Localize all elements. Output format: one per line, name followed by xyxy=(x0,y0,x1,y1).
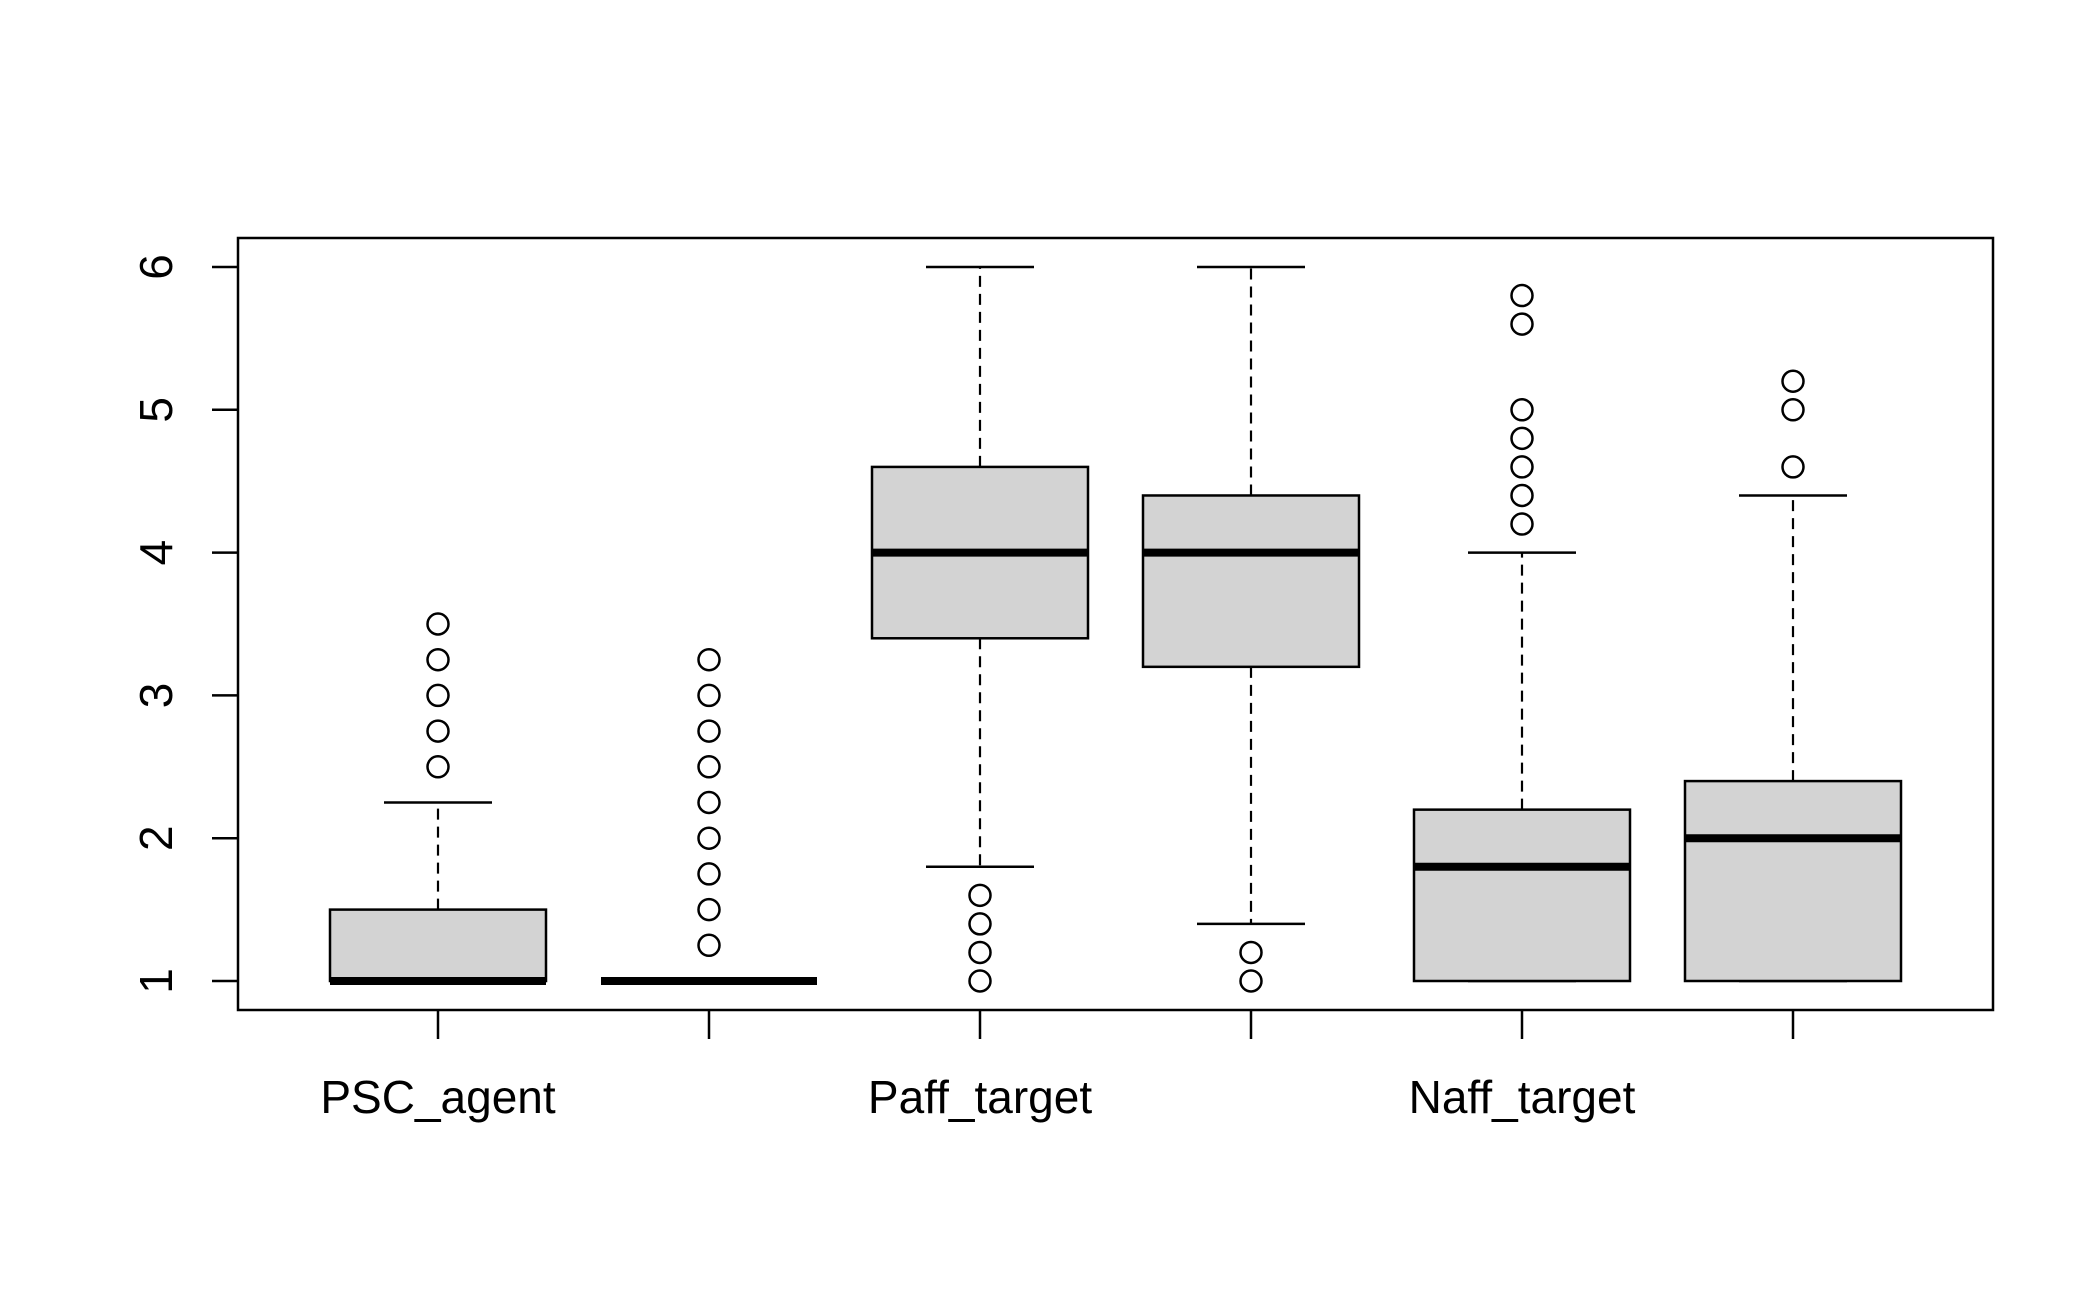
box-body xyxy=(328,908,548,983)
outlier-point xyxy=(697,790,721,815)
outlier-point xyxy=(426,647,450,672)
outlier-point xyxy=(1239,969,1263,993)
outlier-point xyxy=(697,647,721,672)
outlier-point xyxy=(1510,426,1534,451)
y-tick-label: 6 xyxy=(130,254,182,280)
outlier-point xyxy=(968,969,992,993)
box-body xyxy=(1683,779,1903,983)
outlier-point xyxy=(1510,455,1534,479)
outlier-point xyxy=(426,719,450,743)
box-group xyxy=(1412,283,1632,983)
outlier-point xyxy=(1781,369,1805,393)
y-tick-label: 1 xyxy=(130,968,182,994)
outlier-point xyxy=(1781,455,1805,479)
box-group xyxy=(328,612,548,985)
box-group xyxy=(601,647,817,985)
outlier-point xyxy=(426,612,450,636)
outlier-point xyxy=(426,755,450,779)
outlier-point xyxy=(697,862,721,886)
outlier-point xyxy=(1510,398,1534,422)
x-tick-label: PSC_agent xyxy=(320,1071,555,1123)
outlier-point xyxy=(968,912,992,936)
y-tick-label: 2 xyxy=(130,825,182,851)
x-axis: PSC_agent Paff_target Naff_target xyxy=(320,1010,1795,1123)
box-body xyxy=(1412,808,1632,983)
outlier-point xyxy=(697,683,721,708)
box-group xyxy=(870,265,1090,993)
outlier-point xyxy=(1510,312,1534,336)
outlier-point xyxy=(1781,398,1805,422)
outlier-point xyxy=(697,755,721,779)
outlier-point xyxy=(968,883,992,908)
x-tick-label: Naff_target xyxy=(1409,1071,1636,1123)
outlier-point xyxy=(968,940,992,965)
y-axis: 1 2 3 4 5 6 xyxy=(130,254,238,994)
outlier-point xyxy=(1510,483,1534,508)
box-group xyxy=(1141,265,1361,993)
outlier-point xyxy=(1239,940,1263,965)
y-tick-label: 4 xyxy=(130,540,182,566)
y-tick-label: 3 xyxy=(130,683,182,709)
outlier-point xyxy=(1510,512,1534,536)
y-tick-label: 5 xyxy=(130,397,182,423)
outlier-point xyxy=(426,683,450,708)
outlier-point xyxy=(697,897,721,922)
box-group xyxy=(1683,369,1903,983)
x-tick-label: Paff_target xyxy=(868,1071,1092,1123)
outlier-point xyxy=(697,933,721,958)
outlier-point xyxy=(697,719,721,743)
outlier-point xyxy=(697,826,721,850)
box-body xyxy=(1141,494,1361,669)
plot-frame xyxy=(236,236,1995,1012)
box-series xyxy=(328,265,1903,993)
outlier-point xyxy=(1510,283,1534,308)
